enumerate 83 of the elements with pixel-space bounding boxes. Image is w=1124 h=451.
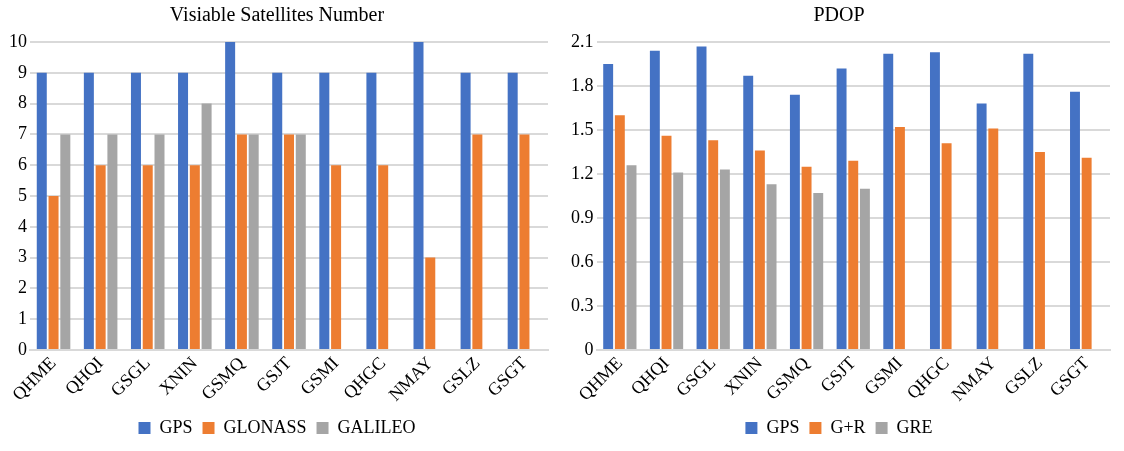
y-tick-label: 7 (18, 123, 27, 144)
legend-label: GALILEO (337, 416, 416, 437)
y-tick-label: 3 (18, 246, 27, 267)
bar (813, 193, 824, 349)
y-tick-label: 0.6 (571, 250, 594, 271)
bar (366, 72, 377, 349)
bar (673, 172, 684, 349)
bar (941, 143, 952, 349)
y-tick-label: 8 (18, 92, 27, 113)
bar (661, 135, 672, 349)
bar (284, 134, 294, 349)
bar (754, 150, 765, 349)
bar (107, 134, 118, 349)
bar (1023, 53, 1034, 349)
bar (95, 165, 106, 349)
legend-label: GRE (896, 416, 933, 437)
bar (614, 115, 625, 349)
bar (743, 75, 754, 349)
bar (36, 72, 47, 349)
bar (248, 134, 259, 349)
bar (189, 165, 200, 349)
bar (319, 72, 330, 349)
y-tick-label: 0.9 (571, 206, 594, 227)
bar (272, 72, 283, 349)
bar (696, 46, 707, 349)
bar (766, 184, 777, 349)
bar (130, 72, 141, 349)
bar (836, 68, 847, 349)
bar (178, 72, 189, 349)
bar (883, 53, 894, 349)
bar (801, 166, 812, 349)
bar (1081, 157, 1092, 349)
legend-label: GLONASS (223, 416, 307, 437)
bar (60, 134, 71, 349)
y-tick-label: 4 (18, 215, 27, 236)
bar (929, 52, 940, 349)
bar (425, 257, 436, 349)
bar (976, 103, 987, 349)
bar (236, 134, 247, 349)
bar (519, 134, 530, 349)
bar (331, 165, 342, 349)
bar (142, 165, 153, 349)
y-tick-label: 2.1 (571, 30, 594, 51)
y-tick-label: 0 (18, 338, 27, 359)
bar (626, 165, 637, 349)
y-tick-label: 10 (9, 30, 27, 51)
bar (83, 72, 94, 349)
bar (460, 72, 471, 349)
bar (894, 127, 905, 349)
bar (378, 165, 389, 349)
y-tick-label: 0 (584, 338, 594, 359)
bar (472, 134, 483, 349)
bar (719, 169, 730, 349)
y-tick-label: 6 (18, 153, 27, 174)
y-tick-label: 1.5 (571, 118, 594, 139)
y-tick-label: 9 (18, 61, 27, 82)
y-tick-label: 0.3 (571, 294, 594, 315)
bar (649, 50, 660, 349)
bar (507, 72, 518, 349)
y-tick-label: 1 (18, 307, 27, 328)
bar (225, 42, 236, 349)
bar (859, 188, 870, 349)
bar (708, 140, 719, 349)
y-tick-label: 5 (18, 184, 27, 205)
bar (789, 94, 800, 349)
bar (295, 134, 306, 349)
legend-label: G+R (830, 416, 866, 437)
bar (201, 103, 212, 349)
bar (603, 64, 614, 349)
bar (48, 196, 59, 349)
legend-label: GPS (766, 416, 800, 437)
y-tick-label: 1.8 (571, 74, 594, 95)
legend-label: GPS (159, 416, 193, 437)
chart-title: Visiable Satellites Number (169, 3, 385, 26)
chart-title: PDOP (813, 3, 865, 26)
y-tick-label: 2 (18, 277, 27, 298)
bar (988, 128, 999, 349)
bar (1070, 91, 1080, 349)
bar (154, 134, 165, 349)
bar (848, 160, 859, 349)
bar (413, 42, 424, 349)
bar (1035, 152, 1045, 349)
y-tick-label: 1.2 (571, 162, 594, 183)
